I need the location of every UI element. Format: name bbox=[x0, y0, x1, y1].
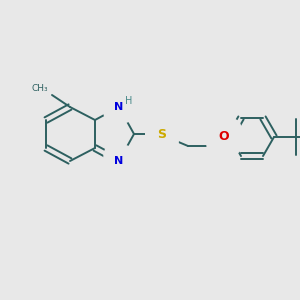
Text: S: S bbox=[158, 128, 166, 140]
Text: N: N bbox=[114, 102, 124, 112]
Text: N: N bbox=[114, 156, 124, 166]
Text: CH₃: CH₃ bbox=[32, 84, 48, 93]
Text: H: H bbox=[125, 96, 133, 106]
Text: O: O bbox=[219, 130, 229, 143]
